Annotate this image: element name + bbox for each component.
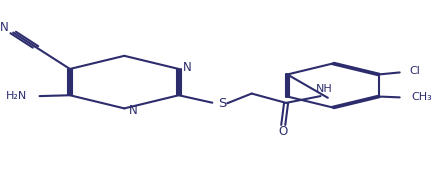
Text: Cl: Cl: [409, 66, 420, 76]
Text: N: N: [129, 104, 138, 117]
Text: O: O: [278, 125, 288, 138]
Text: N: N: [0, 21, 9, 34]
Text: S: S: [218, 97, 226, 110]
Text: CH₃: CH₃: [411, 92, 432, 102]
Text: NH: NH: [316, 84, 333, 94]
Text: N: N: [183, 61, 192, 74]
Text: H₂N: H₂N: [6, 91, 27, 101]
